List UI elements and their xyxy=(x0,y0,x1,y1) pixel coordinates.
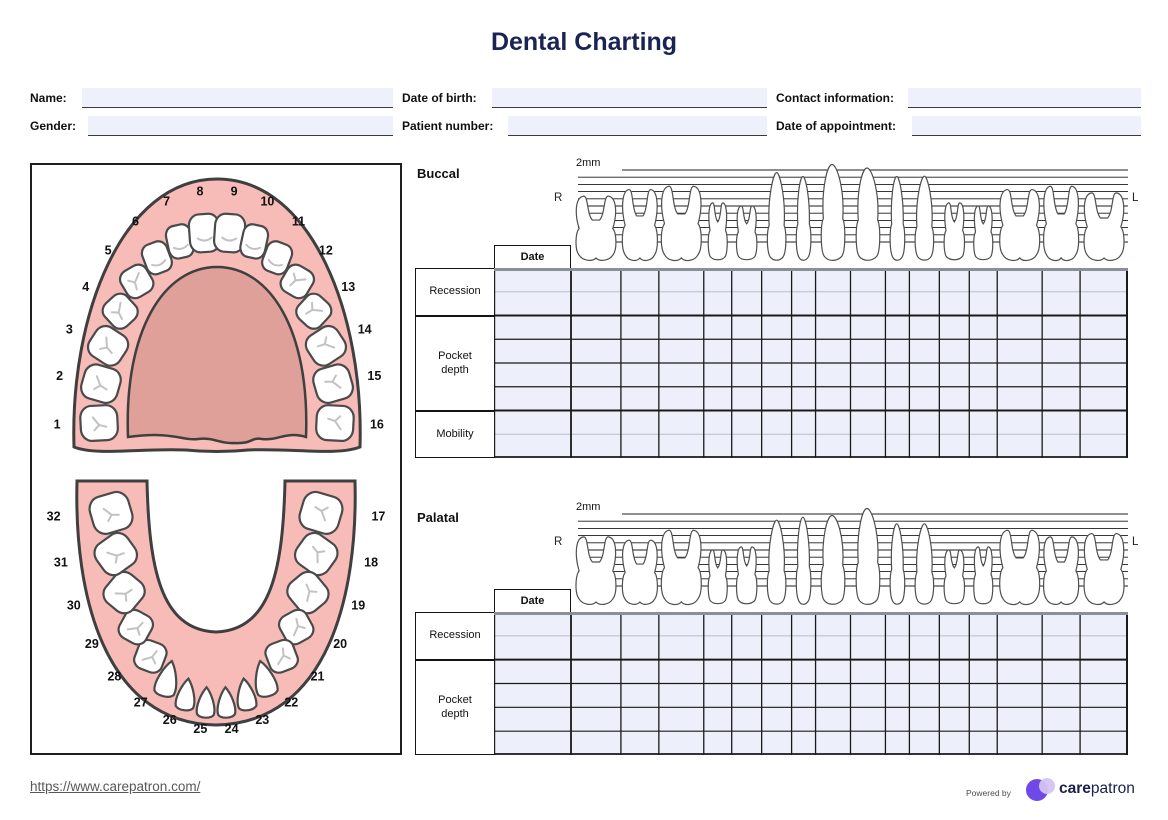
carepatron-link[interactable]: https://www.carepatron.com/ xyxy=(30,779,201,794)
svg-text:16: 16 xyxy=(370,417,384,431)
name-label: Name: xyxy=(30,91,67,105)
contact-label: Contact information: xyxy=(776,91,894,105)
svg-text:23: 23 xyxy=(255,713,269,727)
svg-text:4: 4 xyxy=(82,280,89,294)
palatal-pocket-depth-label: Pocket depth xyxy=(415,660,495,755)
palatal-right-side-marker: R xyxy=(554,536,563,548)
buccal-right-side-marker: R xyxy=(554,192,563,204)
buccal-scale-label: 2mm xyxy=(576,157,601,169)
carepatron-wordmark: carepatron xyxy=(1059,780,1135,798)
svg-text:21: 21 xyxy=(311,670,325,684)
page-title: Dental Charting xyxy=(490,28,678,56)
patient-number-label: Patient number: xyxy=(402,119,494,133)
brand-care: care xyxy=(1059,780,1091,797)
svg-text:24: 24 xyxy=(225,722,239,736)
gender-label: Gender: xyxy=(30,119,77,133)
buccal-pocket-depth-label: Pocket depth xyxy=(415,316,495,411)
svg-text:28: 28 xyxy=(107,670,121,684)
svg-text:2: 2 xyxy=(56,369,63,383)
svg-text:13: 13 xyxy=(341,280,355,294)
svg-text:18: 18 xyxy=(364,555,378,569)
svg-text:25: 25 xyxy=(193,722,207,736)
palatal-teeth-strip xyxy=(550,489,1128,609)
svg-text:11: 11 xyxy=(292,215,305,229)
svg-text:3: 3 xyxy=(66,323,73,337)
svg-text:26: 26 xyxy=(163,713,177,727)
svg-text:15: 15 xyxy=(367,369,381,383)
svg-text:17: 17 xyxy=(371,510,385,524)
svg-text:19: 19 xyxy=(351,598,365,612)
svg-text:1: 1 xyxy=(54,417,61,431)
buccal-teeth-strip xyxy=(550,145,1128,265)
powered-by-label: Powered by xyxy=(966,788,1011,798)
svg-text:31: 31 xyxy=(54,555,68,569)
buccal-date-header: Date xyxy=(494,245,571,269)
buccal-mobility-label: Mobility xyxy=(415,411,495,458)
gender-input[interactable] xyxy=(88,116,393,136)
svg-text:9: 9 xyxy=(231,184,238,198)
buccal-section-label: Buccal xyxy=(417,166,460,181)
contact-input[interactable] xyxy=(908,88,1141,108)
dob-input[interactable] xyxy=(492,88,767,108)
svg-text:14: 14 xyxy=(358,323,372,337)
dob-label: Date of birth: xyxy=(402,91,477,105)
buccal-measurement-grid[interactable] xyxy=(494,268,1128,458)
carepatron-logo-icon xyxy=(1026,778,1055,801)
svg-text:8: 8 xyxy=(196,184,203,198)
palatal-scale-label: 2mm xyxy=(576,501,601,513)
appointment-input[interactable] xyxy=(912,116,1141,136)
svg-text:5: 5 xyxy=(105,244,112,258)
svg-text:12: 12 xyxy=(319,244,333,258)
buccal-left-side-marker: L xyxy=(1132,192,1139,204)
svg-text:32: 32 xyxy=(47,510,61,524)
patient-number-input[interactable] xyxy=(508,116,767,136)
palatal-left-side-marker: L xyxy=(1132,536,1139,548)
svg-text:29: 29 xyxy=(85,637,99,651)
palatal-recession-label: Recession xyxy=(415,612,495,660)
name-input[interactable] xyxy=(82,88,393,108)
svg-text:22: 22 xyxy=(284,695,298,709)
palatal-section-label: Palatal xyxy=(417,510,459,525)
svg-text:10: 10 xyxy=(260,195,274,209)
dental-arch-diagram-panel: 1 2 3 4 5 6 7 8 9 10 11 12 13 14 15 16 17 18 19 20 21 22 23 24 2… xyxy=(30,163,402,755)
appointment-label: Date of appointment: xyxy=(776,119,896,133)
palatal-measurement-grid[interactable] xyxy=(494,612,1128,755)
svg-text:30: 30 xyxy=(67,599,81,613)
buccal-recession-label: Recession xyxy=(415,268,495,316)
svg-text:6: 6 xyxy=(132,215,139,229)
brand-patron: patron xyxy=(1090,780,1135,797)
svg-text:20: 20 xyxy=(333,637,347,651)
svg-text:7: 7 xyxy=(163,195,170,209)
svg-text:27: 27 xyxy=(134,695,148,709)
palatal-date-header: Date xyxy=(494,589,571,613)
